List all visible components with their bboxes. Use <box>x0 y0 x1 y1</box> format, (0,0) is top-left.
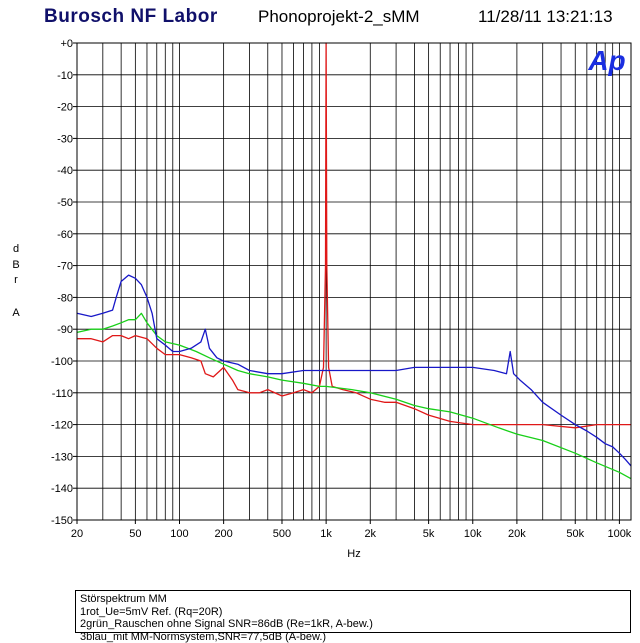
y-tick-label: -70 <box>57 261 73 273</box>
y-tick-label: -110 <box>52 388 73 400</box>
y-tick-label: -90 <box>57 324 73 336</box>
x-tick-label: 100k <box>607 528 631 540</box>
chart-grid <box>77 43 631 520</box>
y-tick-label: -130 <box>51 451 73 463</box>
y-tick-label: -10 <box>57 70 73 82</box>
x-tick-label: 1k <box>320 528 332 540</box>
y-axis-label-letter: B <box>12 259 19 271</box>
series-line-2 <box>77 275 631 466</box>
y-tick-label: -140 <box>51 483 73 495</box>
y-tick-label: -50 <box>57 197 73 209</box>
legend-line-green: 2grün_Rauschen ohne Signal SNR=86dB (Re=… <box>80 618 626 631</box>
x-tick-label: 20k <box>508 528 526 540</box>
y-axis-ticks: +0 -10 -20 -30 -40 -50 -60 -70 -80 -90 -100 -110 -12… <box>51 38 77 527</box>
x-tick-label: 500 <box>273 528 291 540</box>
y-axis-label-letter: r <box>14 274 18 286</box>
y-tick-label: +0 <box>60 38 73 50</box>
y-tick-label: -150 <box>51 515 73 527</box>
y-tick-label: -20 <box>57 102 73 114</box>
y-tick-label: -80 <box>57 292 73 304</box>
legend-line-red: 1rot_Ue=5mV Ref. (Rq=20R) <box>80 606 626 619</box>
y-axis-label-letter: d <box>13 243 19 255</box>
y-axis-label: dBr A <box>12 243 20 319</box>
chart-series <box>77 43 631 479</box>
series-line-1 <box>77 313 631 478</box>
legend-title: Störspektrum MM <box>80 593 626 606</box>
y-tick-label: -60 <box>57 229 73 241</box>
x-tick-label: 50 <box>129 528 141 540</box>
y-tick-label: -40 <box>57 165 73 177</box>
y-tick-label: -100 <box>51 356 73 368</box>
x-tick-label: 200 <box>214 528 232 540</box>
x-axis-label: Hz <box>347 548 360 560</box>
ap-logo-text: Ap <box>587 45 625 76</box>
plot-frame <box>77 43 631 520</box>
x-tick-label: 2k <box>364 528 376 540</box>
spectrum-chart: +0 -10 -20 -30 -40 -50 -60 -70 -80 -90 -100 -110 -12… <box>0 0 640 590</box>
x-tick-label: 5k <box>423 528 435 540</box>
ap-logo: Ap <box>587 45 625 76</box>
x-tick-label: 10k <box>464 528 482 540</box>
x-tick-label: 100 <box>170 528 188 540</box>
y-axis-label-letter: A <box>12 307 20 319</box>
y-tick-label: -120 <box>51 420 73 432</box>
x-tick-label: 50k <box>566 528 584 540</box>
legend-box: Störspektrum MM 1rot_Ue=5mV Ref. (Rq=20R… <box>75 590 631 633</box>
y-tick-label: -30 <box>57 133 73 145</box>
x-axis-ticks: 20 50 100 200 500 1k 2k 5k 10k 20k 50k 100k <box>71 520 632 540</box>
x-tick-label: 20 <box>71 528 83 540</box>
